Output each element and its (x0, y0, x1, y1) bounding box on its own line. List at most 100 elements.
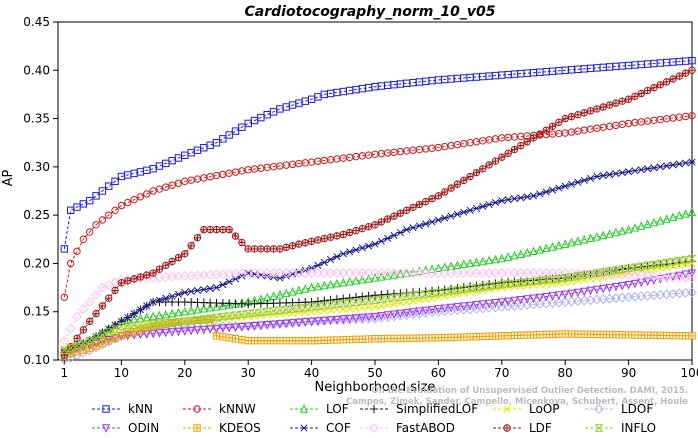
series-point-inflo (459, 285, 469, 294)
series-point-ldof (205, 321, 216, 332)
series-point-simplifiedlof (472, 281, 481, 291)
series-point-odin (345, 314, 354, 324)
series-point-loop (371, 303, 379, 311)
series-point-inflo (598, 268, 608, 276)
series-point-ldf (517, 141, 525, 150)
series-point-fastabod (376, 268, 387, 278)
series-point-cof (441, 214, 449, 222)
series-point-ldf (681, 69, 690, 77)
series-point-inflo (237, 310, 247, 319)
series-point-odin (459, 302, 468, 312)
series-point-kdeos (561, 330, 569, 338)
series-point-inflo (243, 309, 253, 318)
series-point-inflo (497, 280, 507, 289)
series-point-fastabod (509, 268, 520, 278)
series-point-inflo (59, 346, 69, 355)
series-point-kdeos (320, 336, 328, 344)
series-point-ldf (371, 221, 379, 229)
series-point-odin (383, 311, 392, 320)
series-point-simplifiedlof (484, 280, 494, 289)
series-point-simplifiedlof (446, 284, 456, 294)
series-point-ldf (643, 86, 652, 95)
series-point-inflo (72, 341, 82, 350)
series-point-lof (193, 304, 202, 314)
series-point-cof (637, 166, 645, 174)
series-point-cof (656, 163, 664, 171)
legend-marker (193, 424, 201, 432)
series-point-inflo (630, 263, 640, 271)
series-ldf (60, 66, 696, 359)
series-point-kdeos (453, 333, 462, 341)
series-point-ldf (675, 72, 684, 80)
series-point-knn (155, 162, 164, 170)
series-point-inflo (116, 322, 126, 330)
series-point-kdeos (314, 336, 322, 345)
series-point-fastabod (427, 268, 437, 278)
series-point-cof (365, 242, 373, 250)
series-point-inflo (205, 314, 215, 322)
series-point-cof (301, 266, 309, 274)
series-point-knnw (111, 206, 119, 215)
series-point-odin (592, 285, 601, 295)
x-tick-label: 10 (114, 366, 129, 380)
series-point-inflo (161, 319, 171, 327)
series-point-lof (611, 227, 620, 237)
series-point-cof (504, 196, 512, 204)
series-point-inflo (541, 276, 551, 284)
series-point-odin (599, 284, 608, 294)
series-knn (60, 56, 696, 253)
series-point-kdeos (441, 333, 449, 342)
series-point-cof (580, 176, 588, 184)
series-point-cof (200, 285, 208, 294)
series-point-lof (409, 267, 418, 276)
series-point-lof (307, 282, 316, 292)
series-point-kdeos (288, 336, 297, 345)
series-point-cof (491, 199, 500, 207)
x-tick-label: 80 (558, 366, 573, 380)
series-point-ldf (479, 165, 487, 173)
series-point-fastabod (401, 268, 412, 278)
series-point-kdeos (434, 334, 443, 342)
series-point-ldf (244, 245, 252, 253)
series-point-cof (377, 237, 385, 245)
series-point-fastabod (268, 268, 279, 278)
series-point-inflo (510, 279, 519, 288)
series-point-fastabod (642, 270, 653, 281)
series-point-kdeos (250, 336, 259, 345)
series-point-lof (649, 217, 658, 227)
series-point-fastabod (433, 268, 444, 278)
series-point-inflo (307, 303, 317, 311)
series-point-inflo (395, 293, 405, 301)
series-point-fastabod (351, 268, 361, 278)
series-point-inflo (78, 339, 88, 347)
series-point-ldf (130, 275, 138, 283)
series-point-lof (123, 315, 132, 325)
series-point-lof (339, 277, 348, 287)
series-point-ldf (441, 188, 449, 196)
series-point-fastabod (414, 268, 425, 278)
series-point-ldof (687, 287, 697, 298)
series-point-cof (384, 234, 392, 242)
series-point-lof (618, 226, 627, 235)
series-point-inflo (155, 319, 164, 328)
series-point-odin (624, 280, 633, 290)
series-point-ldf (662, 78, 671, 86)
series-point-loop (365, 303, 373, 311)
series-point-kdeos (238, 336, 246, 344)
series-point-lof (459, 259, 468, 269)
chart-title: Cardiotocography_norm_10_v05 (245, 4, 496, 20)
series-point-fastabod (503, 268, 514, 278)
series-point-ldf (98, 302, 107, 310)
series-point-knn (187, 149, 195, 157)
series-point-fastabod (78, 304, 89, 315)
series-fastabod (59, 268, 697, 346)
series-point-ldf (149, 269, 157, 277)
series-point-kdeos (656, 331, 664, 340)
series-point-ldf (295, 240, 303, 248)
series-point-fastabod (655, 271, 666, 282)
series-point-kdeos (688, 332, 696, 340)
series-point-ldf (656, 81, 665, 89)
series-point-cof (453, 210, 461, 218)
y-tick-label: 0.35 (23, 112, 50, 126)
